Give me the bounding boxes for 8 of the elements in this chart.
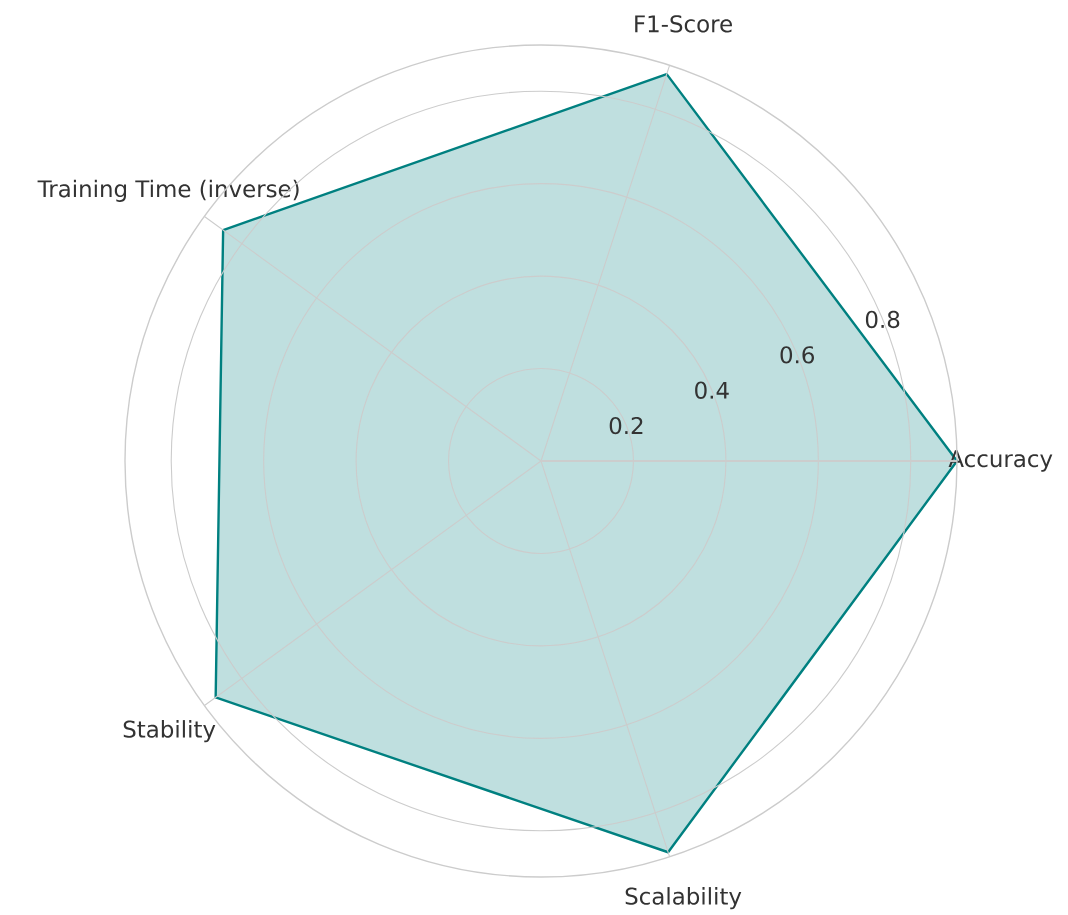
y-tick-label: 0.4: [695, 381, 729, 399]
spoke-label: Scalability: [625, 887, 742, 910]
y-tick-label: 0.2: [609, 416, 643, 435]
y-tick-label: 0.8: [865, 310, 900, 329]
y-tick-label: 0.6: [780, 346, 814, 364]
spoke-label: F1-Score: [635, 15, 732, 33]
spoke-label: Training Time (inverse): [37, 179, 299, 202]
spoke-label: Stability: [123, 720, 216, 743]
